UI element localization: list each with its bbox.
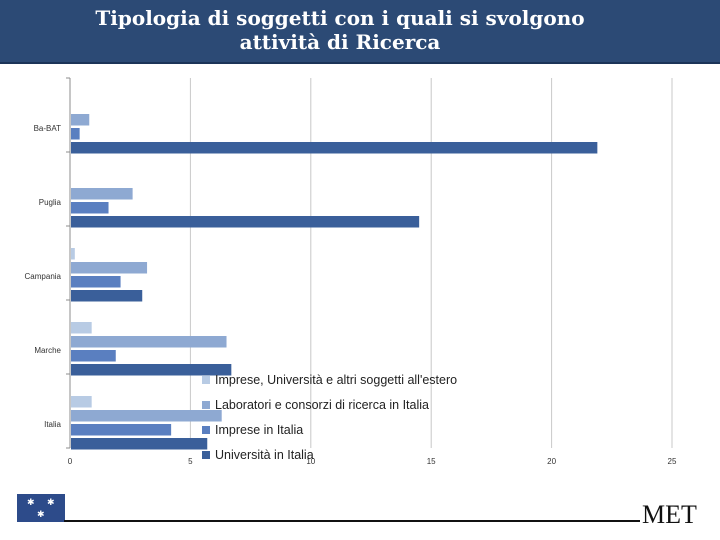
x-tick-label: 15 <box>427 457 436 466</box>
bar <box>71 262 148 274</box>
legend-swatch <box>202 451 210 459</box>
bar <box>71 128 80 140</box>
legend-label: Laboratori e consorzi di ricerca in Ital… <box>215 398 429 412</box>
bar <box>71 438 208 450</box>
bar <box>71 290 143 302</box>
bar-chart: 0 5 10 15 20 25 Ba-BAT Puglia Campania Marche Ital… <box>25 77 677 466</box>
eu-flag-icon: ✱ ✱ ✱ <box>17 494 65 522</box>
brand-logo-text: MET <box>642 500 697 529</box>
bar <box>71 424 172 436</box>
footer-divider <box>64 520 640 522</box>
category-label: Marche <box>34 346 61 355</box>
bar <box>71 364 232 376</box>
legend-label: Università in Italia <box>215 448 314 462</box>
category-label: Puglia <box>39 198 62 207</box>
category-label: Ba-BAT <box>34 124 62 133</box>
bar <box>71 142 598 154</box>
legend-label: Imprese in Italia <box>215 423 303 437</box>
bar <box>71 202 109 214</box>
bar <box>71 322 92 334</box>
legend-swatch <box>202 376 210 384</box>
title-banner: Tipologia di soggetti con i quali si svo… <box>0 0 720 64</box>
bar <box>71 248 75 260</box>
x-tick-label: 20 <box>547 457 556 466</box>
bar <box>71 396 92 408</box>
x-tick-label: 5 <box>188 457 193 466</box>
legend-swatch <box>202 426 210 434</box>
category-label: Italia <box>44 420 61 429</box>
bar <box>71 276 121 288</box>
category-label: Campania <box>25 272 62 281</box>
bar <box>71 336 227 348</box>
bar <box>71 188 133 200</box>
title-line-2: attività di Ricerca <box>239 30 441 54</box>
bar <box>71 216 420 228</box>
legend-swatch <box>202 401 210 409</box>
title-line-1: Tipologia di soggetti con i quali si svo… <box>95 6 585 30</box>
slide-title: Tipologia di soggetti con i quali si svo… <box>40 6 640 54</box>
x-tick-label: 0 <box>68 457 73 466</box>
bar <box>71 114 90 126</box>
x-tick-label: 10 <box>306 457 315 466</box>
legend-label: Imprese, Università e altri soggetti all… <box>215 373 457 387</box>
x-tick-label: 25 <box>668 457 677 466</box>
bar <box>71 410 222 422</box>
bar <box>71 350 116 362</box>
